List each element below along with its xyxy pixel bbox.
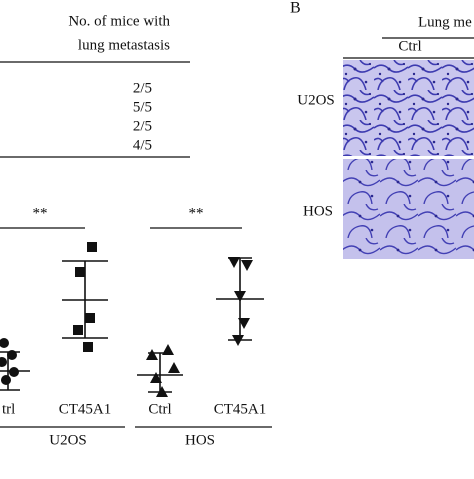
point: [75, 267, 85, 277]
point: [232, 335, 244, 346]
table-cell: 4/5: [133, 137, 152, 153]
point: [146, 349, 158, 360]
column-label: Ctrl: [398, 38, 421, 54]
table-header: No. of mice with: [68, 13, 170, 29]
point: [234, 291, 246, 302]
point: [238, 318, 250, 329]
row-label: U2OS: [297, 92, 335, 108]
point: [83, 342, 93, 352]
table-cell: 2/5: [133, 80, 152, 96]
point: [9, 367, 19, 377]
point: [168, 362, 180, 373]
group-label: U2OS: [49, 432, 87, 448]
point: [1, 375, 11, 385]
panel-label: B: [290, 0, 301, 17]
table-cell: 2/5: [133, 118, 152, 134]
x-label: Ctrl: [148, 401, 171, 417]
point: [0, 357, 7, 367]
significance: **: [189, 205, 204, 221]
x-label: CT45A1: [59, 401, 112, 417]
point: [150, 372, 162, 383]
scatter-marks: [0, 242, 264, 397]
point: [156, 386, 168, 397]
x-label: trl: [2, 401, 15, 417]
point: [162, 344, 174, 355]
point: [87, 242, 97, 252]
table-header: lung metastasis: [78, 37, 170, 53]
group-label: HOS: [185, 432, 215, 448]
point: [241, 260, 253, 271]
significance: **: [33, 205, 48, 221]
row-label: HOS: [303, 203, 333, 219]
histology-image: [343, 159, 474, 259]
histology-image: [343, 60, 474, 156]
point: [85, 313, 95, 323]
panel-title: Lung me: [418, 14, 472, 30]
table-cell: 5/5: [133, 99, 152, 115]
x-label: CT45A1: [214, 401, 267, 417]
point: [228, 257, 240, 268]
point: [0, 338, 9, 348]
point: [7, 350, 17, 360]
point: [73, 325, 83, 335]
